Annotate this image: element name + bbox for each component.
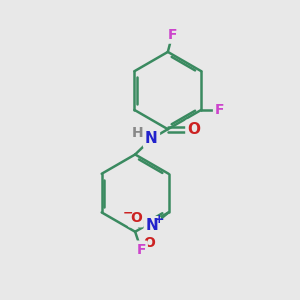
Text: O: O bbox=[143, 236, 155, 250]
Text: N: N bbox=[145, 131, 158, 146]
Text: −: − bbox=[122, 206, 133, 220]
Text: F: F bbox=[215, 103, 224, 117]
Text: +: + bbox=[154, 213, 164, 226]
Text: N: N bbox=[146, 218, 159, 233]
Text: F: F bbox=[136, 243, 146, 256]
Text: O: O bbox=[130, 212, 142, 225]
Text: O: O bbox=[188, 122, 200, 137]
Text: H: H bbox=[131, 126, 143, 140]
Text: F: F bbox=[167, 28, 177, 42]
